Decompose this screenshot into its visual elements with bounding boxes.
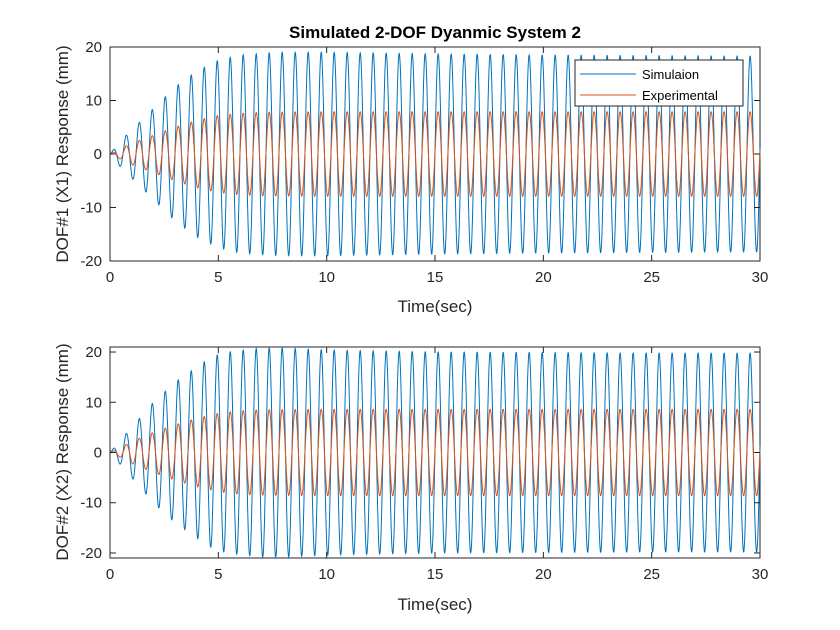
y-tick-label: 0 [94,146,102,163]
x-tick-label: 5 [214,566,222,583]
x-tick-label: 25 [643,269,660,286]
x-tick-label: 25 [643,566,660,583]
x-tick-label: 10 [318,269,335,286]
bottom-plot-series [109,346,761,559]
x-tick-label: 20 [535,269,552,286]
y-tick-label: 0 [94,445,102,462]
legend-label-simulaion: Simulaion [642,67,699,82]
y-tick-label: -10 [80,200,102,217]
x-tick-label: 0 [106,269,114,286]
bottom-x-axis-label: Time(sec) [398,595,473,614]
top-y-axis-label: DOF#1 (X1) Response (mm) [53,45,72,262]
chart-title: Simulated 2-DOF Dyanmic System 2 [289,23,581,42]
x-tick-label: 15 [427,269,444,286]
x-tick-label: 30 [752,269,769,286]
x-tick-label: 0 [106,566,114,583]
x-tick-label: 20 [535,566,552,583]
y-tick-label: -20 [80,545,102,562]
y-tick-label: 10 [85,93,102,110]
y-tick-label: -10 [80,495,102,512]
y-tick-label: -20 [80,253,102,270]
bottom-plot-ticks: 0 5 10 15 20 25 30 -20 -10 0 10 20 [80,344,768,583]
bottom-plot: 0 5 10 15 20 25 30 -20 -10 0 10 20 Time(sec) DOF#2 … [53,343,768,614]
x-tick-label: 30 [752,566,769,583]
legend: Simulaion Experimental [574,59,744,107]
series-line-experimental [109,111,761,197]
x-tick-label: 5 [214,269,222,286]
legend-label-experimental: Experimental [642,88,718,103]
bottom-y-axis-label: DOF#2 (X2) Response (mm) [53,343,72,560]
x-tick-label: 15 [427,566,444,583]
legend-box [574,59,744,107]
x-tick-label: 10 [318,566,335,583]
top-x-axis-label: Time(sec) [398,297,473,316]
top-plot: 0 5 10 15 20 25 30 -20 -10 0 10 20 Time(sec) DOF#1 … [53,39,768,316]
y-tick-label: 20 [85,344,102,361]
series-line-experimental [109,408,761,497]
y-tick-label: 20 [85,39,102,56]
top-plot-ticks: 0 5 10 15 20 25 30 -20 -10 0 10 20 [80,39,768,286]
top-plot-series [109,51,761,257]
y-tick-label: 10 [85,394,102,411]
